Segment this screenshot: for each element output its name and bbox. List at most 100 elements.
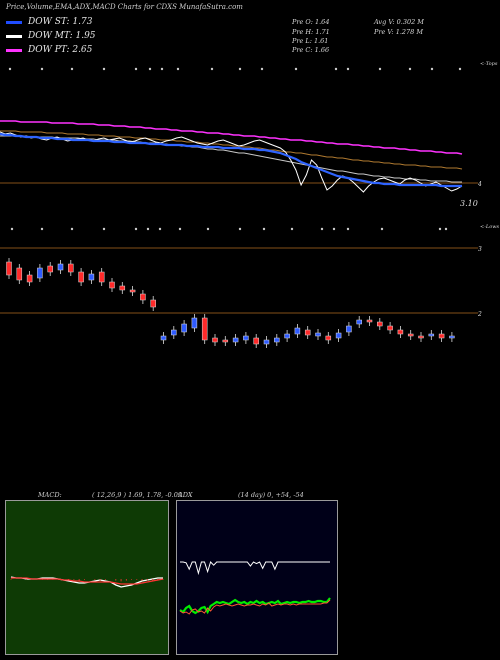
top-marker — [70, 67, 74, 71]
top-marker — [238, 67, 242, 71]
low-marker — [146, 227, 150, 231]
top-marker — [458, 67, 462, 71]
ema-series-0 — [0, 120, 463, 155]
candle-body — [243, 335, 249, 341]
top-marker — [430, 67, 434, 71]
low-marker — [158, 227, 162, 231]
candle-body — [68, 263, 74, 273]
stat-prev-volume: Pre V: 1.278 M — [374, 28, 424, 36]
candle-body — [356, 319, 362, 325]
adx-title: ADX — [178, 491, 193, 499]
legend-swatch — [6, 48, 22, 52]
legend-swatch — [6, 20, 22, 24]
low-marker — [332, 227, 336, 231]
candle-body — [129, 289, 136, 293]
legend-dow-mt: DOW MT: 1.95 — [6, 31, 96, 41]
ema-series-4 — [0, 132, 462, 188]
top-marker — [8, 67, 12, 71]
low-marker — [178, 227, 182, 231]
candle-body — [335, 332, 342, 339]
macd-title: MACD: — [38, 491, 62, 499]
low-marker — [206, 227, 210, 231]
stat-prev-high: Pre H: 1.71 — [292, 28, 330, 36]
low-marker — [346, 227, 350, 231]
candle-body — [315, 332, 321, 337]
adx-background — [176, 500, 338, 655]
candle-body — [294, 327, 301, 335]
y-tick-3: 3 — [478, 246, 482, 253]
stat-prev-open: Pre O: 1.64 — [292, 18, 330, 26]
candle-body — [346, 325, 352, 333]
candle-body — [418, 335, 424, 339]
top-marker — [294, 67, 298, 71]
low-marker — [40, 227, 44, 231]
top-marker — [408, 67, 412, 71]
candle-body — [47, 265, 53, 273]
top-marker — [102, 67, 106, 71]
stat-prev-close: Pre C: 1.66 — [292, 46, 330, 54]
candle-body — [16, 267, 23, 281]
adx-series-0 — [180, 561, 330, 576]
candle-body — [6, 261, 12, 276]
candle-body — [274, 337, 280, 343]
candle-body — [171, 329, 177, 336]
top-marker — [260, 67, 264, 71]
candle-body — [284, 333, 290, 339]
candle-body — [377, 321, 383, 327]
low-marker — [134, 227, 138, 231]
legend-swatch — [6, 34, 22, 38]
legend-label: DOW ST: 1.73 — [28, 17, 93, 27]
adx-params: (14 day) 0, +54, -54 — [238, 491, 304, 499]
macd-series-1 — [11, 577, 164, 585]
candle-body — [397, 329, 404, 335]
candle-body — [57, 263, 64, 271]
candle-body — [232, 337, 239, 343]
y-tick-4: 4 — [477, 181, 482, 188]
macd-params: ( 12,26,9 ) 1.69, 1.78, -0.09 — [92, 491, 182, 499]
candle-body — [201, 317, 208, 341]
candle-body — [428, 333, 435, 337]
candle-body — [212, 337, 218, 343]
low-marker — [70, 227, 74, 231]
last-price-label: 3.10 — [460, 199, 478, 208]
legend-dow-st: DOW ST: 1.73 — [6, 17, 93, 27]
candle-body — [438, 333, 445, 339]
lows-label: <-Lows — [480, 224, 499, 230]
low-marker — [438, 227, 442, 231]
candle-body — [88, 273, 95, 281]
candle-body — [387, 325, 393, 331]
tops-label: <-Tops — [480, 61, 498, 67]
adx-series-2 — [179, 599, 331, 615]
low-marker — [10, 227, 14, 231]
candle-body — [191, 317, 198, 329]
low-marker — [102, 227, 106, 231]
candle-body — [150, 299, 156, 308]
stat-prev-low: Pre L: 1.61 — [292, 37, 329, 45]
legend-label: DOW MT: 1.95 — [28, 31, 96, 41]
candle-body — [263, 339, 270, 345]
candle-body — [449, 335, 455, 339]
top-marker — [334, 67, 338, 71]
candle-body — [366, 319, 373, 323]
top-marker — [378, 67, 382, 71]
candle-body — [222, 339, 229, 343]
low-marker — [380, 227, 384, 231]
candle-body — [253, 337, 259, 345]
top-marker — [176, 67, 180, 71]
low-marker — [444, 227, 448, 231]
top-marker — [160, 67, 164, 71]
candle-body — [119, 285, 126, 291]
candle-body — [304, 329, 311, 336]
top-marker — [134, 67, 138, 71]
top-marker — [346, 67, 350, 71]
chart-title: Price,Volume,EMA,ADX,MACD Charts for CDX… — [6, 3, 243, 11]
low-marker — [320, 227, 324, 231]
candle-body — [98, 271, 105, 283]
candle-body — [37, 267, 43, 279]
legend-dow-pt: DOW PT: 2.65 — [6, 45, 92, 55]
ema-series-1 — [0, 130, 463, 170]
candle-body — [325, 335, 332, 341]
low-marker — [290, 227, 294, 231]
candle-body — [140, 293, 146, 301]
top-marker — [148, 67, 152, 71]
